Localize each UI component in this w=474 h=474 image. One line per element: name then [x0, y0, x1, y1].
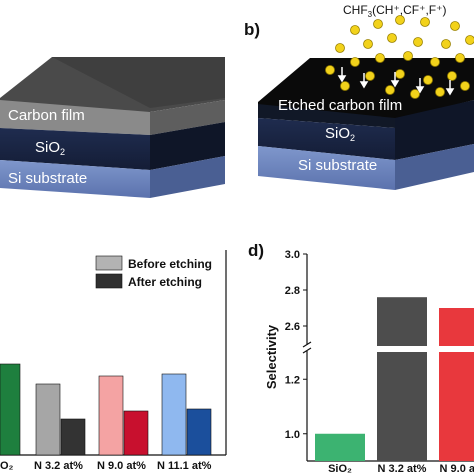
- tick-c-n32: N 3.2 at%: [34, 460, 83, 472]
- chart-d-ylabel: Selectivity: [264, 324, 279, 389]
- chart-d-xtick-n32: N 3.2 at%: [378, 463, 427, 474]
- schematic-a: Carbon film SiO2 Si substrate: [0, 57, 225, 198]
- si-substrate-layer-b: [258, 146, 395, 190]
- si-substrate-layer: [0, 160, 150, 198]
- carbon-layer: [0, 100, 150, 135]
- bar-c-o2-after: [0, 363, 21, 456]
- chart-d-ytick-label: 2.8: [285, 285, 300, 297]
- legend-before-etching: Before etching: [128, 257, 212, 271]
- chart-d-bar-upper: [377, 297, 427, 346]
- chart-d-ytick-label: 2.6: [285, 321, 300, 333]
- bar-c-n32-after: [60, 418, 86, 456]
- chart-d-ytick-label: 1.0: [285, 429, 300, 441]
- tick-c-n111: N 11.1 at%: [157, 460, 212, 472]
- panel-label-b: b): [244, 20, 260, 39]
- legend-swatch-before: [95, 255, 123, 271]
- sio2-layer: [0, 128, 150, 170]
- chart-d: 2.6 2.8 3.0 1.0 1.2 Selectivity SiO₂ N 3.2 at% N…: [264, 249, 474, 474]
- label-sio2: SiO2: [35, 139, 65, 157]
- legend-after-etching: After etching: [128, 275, 202, 289]
- bar-c-n111-before: [161, 373, 187, 456]
- chart-d-bar-upper: [439, 308, 474, 346]
- chart-d-break-mark: [302, 347, 312, 354]
- chart-d-bar-lower: [439, 352, 474, 461]
- chart-d-xtick-n90: N 9.0 at%: [440, 463, 474, 474]
- label-si-substrate: Si substrate: [8, 170, 87, 187]
- chart-d-bar: [315, 433, 365, 461]
- schematic-b: Etched carbon film SiO2 Si substrate CHF…: [258, 3, 474, 190]
- plasma-formula: CHF3(CH⁺,CF⁺,F⁺): [343, 3, 446, 19]
- etched-top-face: [258, 58, 474, 120]
- bar-c-n32-before: [35, 383, 61, 456]
- legend-swatch-after: [95, 273, 123, 289]
- label-carbon-film: Carbon film: [8, 107, 85, 124]
- bar-c-n90-after: [123, 410, 149, 456]
- ion-particles: [325, 15, 474, 99]
- label-etched-carbon-film: Etched carbon film: [278, 97, 402, 114]
- chart-d-break-mark: [302, 341, 312, 348]
- chart-d-xtick-sio2: SiO₂: [328, 463, 352, 474]
- label-sio2-b: SiO2: [325, 125, 355, 143]
- bar-c-n111-after: [186, 408, 212, 456]
- label-si-substrate-b: Si substrate: [298, 157, 377, 174]
- chart-d-bar-lower: [377, 352, 427, 461]
- bar-c-n90-before: [98, 375, 124, 456]
- tick-c-o2: O₂: [0, 460, 14, 472]
- chart-d-ytick-label: 1.2: [285, 374, 300, 386]
- ion-arrows: [337, 67, 455, 96]
- tick-c-n90: N 9.0 at%: [97, 460, 146, 472]
- panel-label-d: d): [248, 241, 264, 260]
- chart-d-ytick-label: 3.0: [285, 249, 300, 261]
- chart-c: Before etching After etching O₂ N 3.2 at…: [0, 250, 227, 472]
